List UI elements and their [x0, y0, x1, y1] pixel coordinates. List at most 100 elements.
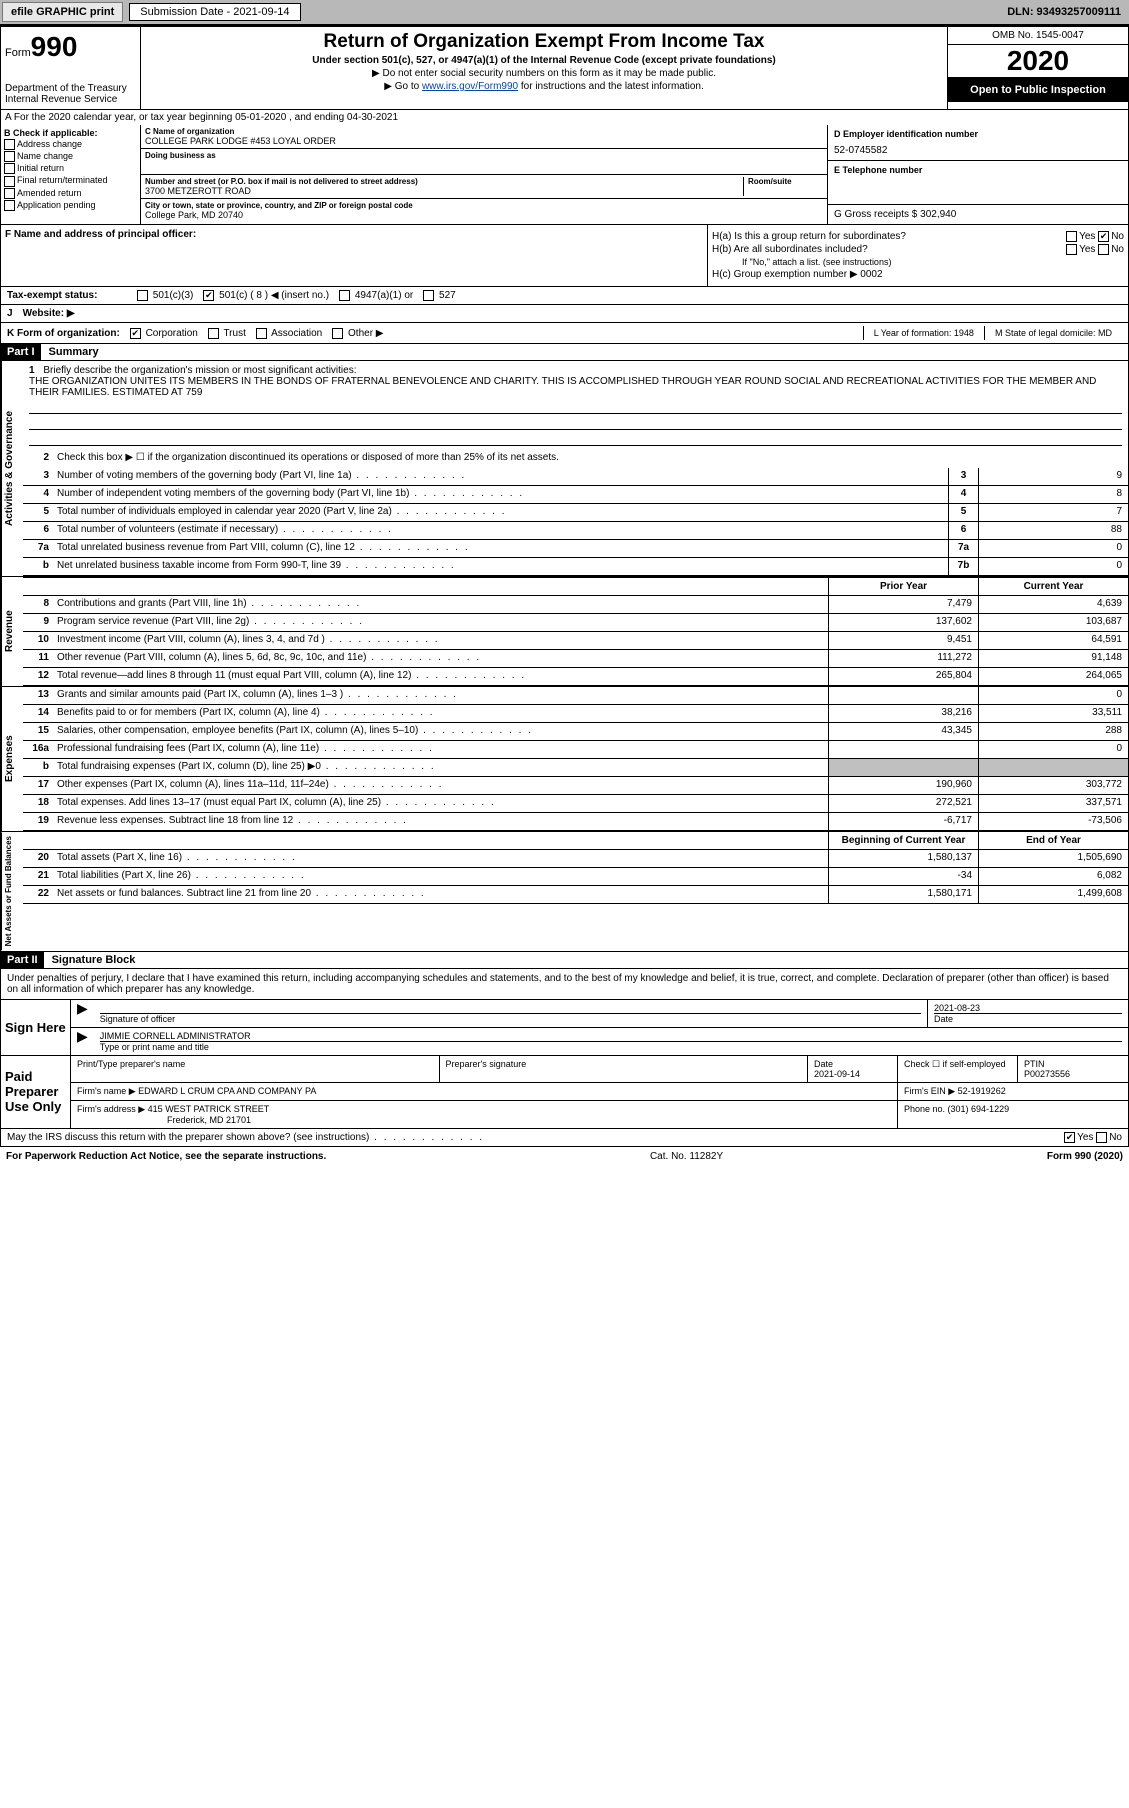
top-toolbar: efile GRAPHIC print Submission Date - 20… — [0, 0, 1129, 26]
hb-note: If "No," attach a list. (see instruction… — [712, 257, 1124, 267]
cat-number: Cat. No. 11282Y — [326, 1151, 1047, 1162]
form-word: Form — [5, 47, 31, 59]
omb-number: OMB No. 1545-0047 — [948, 27, 1128, 45]
f-officer-label: F Name and address of principal officer: — [5, 229, 196, 240]
chk-final-return[interactable]: Final return/terminated — [4, 175, 137, 186]
efile-print-button[interactable]: efile GRAPHIC print — [2, 2, 123, 22]
firm-phone: Phone no. (301) 694-1229 — [898, 1101, 1128, 1128]
sign-here-label: Sign Here — [1, 1000, 71, 1055]
firm-addr1: 415 WEST PATRICK STREET — [148, 1104, 270, 1114]
trust-opt[interactable]: Trust — [223, 328, 245, 339]
irs-label: Internal Revenue Service — [5, 94, 136, 105]
summary-governance: Activities & Governance 1 Briefly descri… — [0, 361, 1129, 577]
part2-title: Signature Block — [44, 952, 144, 968]
chk-app-pending[interactable]: Application pending — [4, 200, 137, 211]
table-row: 20Total assets (Part X, line 16)1,580,13… — [23, 850, 1128, 868]
city-value: College Park, MD 20740 — [145, 210, 823, 220]
row-f-h: F Name and address of principal officer:… — [0, 225, 1129, 287]
yes-opt[interactable]: Yes — [1077, 1132, 1093, 1143]
boy-hdr: Beginning of Current Year — [828, 832, 978, 849]
addr-value: 3700 METZEROTT ROAD — [145, 186, 743, 196]
col-b-checkboxes: B Check if applicable: Address change Na… — [1, 125, 141, 224]
eoy-hdr: End of Year — [978, 832, 1128, 849]
summary-netassets: Net Assets or Fund Balances Beginning of… — [0, 832, 1129, 951]
signature-block: Under penalties of perjury, I declare th… — [0, 969, 1129, 1129]
part2-badge: Part II — [1, 952, 44, 968]
4947-opt[interactable]: 4947(a)(1) or — [355, 290, 413, 301]
table-row: 19Revenue less expenses. Subtract line 1… — [23, 813, 1128, 831]
summary-revenue: Revenue Prior Year Current Year 8Contrib… — [0, 577, 1129, 687]
table-row: 15Salaries, other compensation, employee… — [23, 723, 1128, 741]
form-title: Return of Organization Exempt From Incom… — [145, 31, 943, 53]
501c-opt[interactable]: 501(c) ( 8 ) ◀ (insert no.) — [219, 290, 329, 301]
form-header: Form990 Department of the Treasury Inter… — [0, 26, 1129, 110]
form-number: 990 — [31, 31, 78, 62]
sig-officer-label: Signature of officer — [100, 1013, 921, 1024]
chk-initial-return[interactable]: Initial return — [4, 163, 137, 174]
preparer-signature: Preparer's signature — [440, 1056, 809, 1082]
527-opt[interactable]: 527 — [439, 290, 456, 301]
part2-header-row: Part II Signature Block — [0, 952, 1129, 969]
table-row: 17Other expenses (Part IX, column (A), l… — [23, 777, 1128, 795]
tax-exempt-row: Tax-exempt status: 501(c)(3) ✔ 501(c) ( … — [0, 287, 1129, 305]
col-b-header: B Check if applicable: — [4, 128, 137, 138]
line1-num: 1 — [29, 365, 35, 376]
paid-preparer-label: Paid Preparer Use Only — [1, 1056, 71, 1128]
ein-value: 52-0745582 — [834, 145, 1122, 156]
side-governance: Activities & Governance — [1, 361, 23, 576]
ptin-label: PTIN — [1024, 1059, 1045, 1069]
instr-post: for instructions and the latest informat… — [518, 81, 704, 92]
officer-name-title: JIMMIE CORNELL ADMINISTRATOR — [100, 1031, 1122, 1041]
part1-badge: Part I — [1, 344, 41, 360]
table-row: 13Grants and similar amounts paid (Part … — [23, 687, 1128, 705]
ptin-value: P00273556 — [1024, 1069, 1070, 1079]
website-label: Website: ▶ — [23, 308, 75, 319]
chk-amended[interactable]: Amended return — [4, 188, 137, 199]
side-expenses: Expenses — [1, 687, 23, 831]
website-row: J Website: ▶ — [0, 305, 1129, 323]
table-row: 4Number of independent voting members of… — [23, 486, 1128, 504]
mission-label: Briefly describe the organization's miss… — [43, 365, 356, 376]
firm-name-value: EDWARD L CRUM CPA AND COMPANY PA — [138, 1086, 316, 1096]
mission-text: THE ORGANIZATION UNITES ITS MEMBERS IN T… — [29, 376, 1096, 398]
irs-form990-link[interactable]: www.irs.gov/Form990 — [422, 81, 518, 92]
table-row: 3Number of voting members of the governi… — [23, 468, 1128, 486]
self-employed-check[interactable]: Check ☐ if self-employed — [898, 1056, 1018, 1082]
prep-date-value: 2021-09-14 — [814, 1069, 860, 1079]
org-name-label: C Name of organization — [145, 127, 823, 136]
k-form-org-row: K Form of organization: ✔ Corporation Tr… — [0, 323, 1129, 344]
dept-treasury: Department of the Treasury — [5, 83, 136, 94]
irs-discuss-question: May the IRS discuss this return with the… — [7, 1132, 1064, 1143]
table-row: 11Other revenue (Part VIII, column (A), … — [23, 650, 1128, 668]
part1-title: Summary — [41, 344, 107, 360]
org-meta-grid: B Check if applicable: Address change Na… — [0, 125, 1129, 225]
form-ref: Form 990 (2020) — [1047, 1151, 1123, 1162]
other-opt[interactable]: Other ▶ — [348, 328, 383, 339]
addr-label: Number and street (or P.O. box if mail i… — [145, 177, 743, 186]
form-subtitle: Under section 501(c), 527, or 4947(a)(1)… — [145, 55, 943, 66]
col-d-e-g: D Employer identification number52-07455… — [828, 125, 1128, 224]
chk-name-change[interactable]: Name change — [4, 151, 137, 162]
current-year-hdr: Current Year — [978, 578, 1128, 595]
prior-year-hdr: Prior Year — [828, 578, 978, 595]
501c3-opt[interactable]: 501(c)(3) — [153, 290, 194, 301]
assoc-opt[interactable]: Association — [271, 328, 322, 339]
table-row: 16aProfessional fundraising fees (Part I… — [23, 741, 1128, 759]
table-row: 9Program service revenue (Part VIII, lin… — [23, 614, 1128, 632]
status-label: Tax-exempt status: — [7, 290, 127, 301]
hb-label: H(b) Are all subordinates included? — [712, 244, 868, 255]
bottom-footer: For Paperwork Reduction Act Notice, see … — [0, 1147, 1129, 1166]
tax-year: 2020 — [948, 45, 1128, 78]
corp-opt[interactable]: Corporation — [146, 328, 198, 339]
j-label: J — [7, 308, 13, 319]
dba-label: Doing business as — [145, 151, 823, 160]
summary-expenses: Expenses 13Grants and similar amounts pa… — [0, 687, 1129, 832]
arrow-icon: ▶ — [71, 1028, 94, 1055]
sig-declaration: Under penalties of perjury, I declare th… — [1, 969, 1128, 999]
chk-address-change[interactable]: Address change — [4, 139, 137, 150]
open-public-badge: Open to Public Inspection — [948, 78, 1128, 102]
col-c-org-info: C Name of organizationCOLLEGE PARK LODGE… — [141, 125, 828, 224]
table-row: 6Total number of volunteers (estimate if… — [23, 522, 1128, 540]
no-opt[interactable]: No — [1109, 1132, 1122, 1143]
irs-discuss-row: May the IRS discuss this return with the… — [0, 1129, 1129, 1147]
